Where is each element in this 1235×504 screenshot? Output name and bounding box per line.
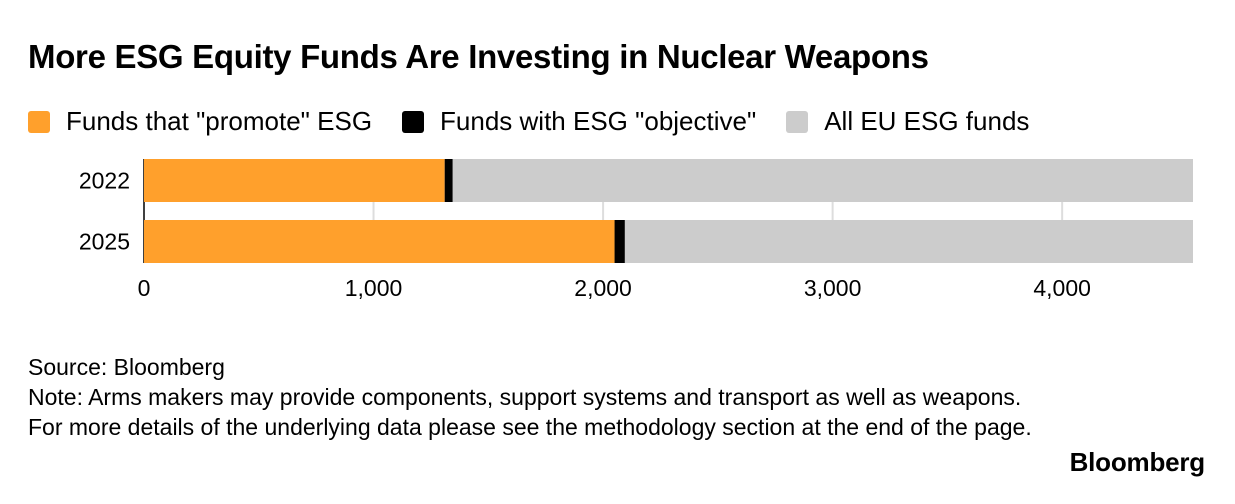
legend-swatch-all [786, 110, 809, 133]
x-tick-label-2000: 2,000 [574, 275, 632, 301]
category-label-2022: 2022 [79, 168, 130, 194]
legend-label-all: All EU ESG funds [824, 106, 1030, 136]
bar-layer [144, 159, 1193, 263]
legend: Funds that "promote" ESG Funds with ESG … [28, 106, 1059, 137]
x-tick-label-4000: 4,000 [1033, 275, 1091, 301]
x-tick-label-1000: 1,000 [345, 275, 403, 301]
legend-swatch-promote [28, 110, 50, 133]
footnote: Source: Bloomberg Note: Arms makers may … [28, 352, 1048, 442]
note-text: Note: Arms makers may provide components… [28, 384, 1032, 440]
chart-title: More ESG Equity Funds Are Investing in N… [28, 38, 929, 75]
bar-2022-series-2 [452, 159, 1193, 202]
bar-2025-series-1 [614, 220, 625, 263]
bar-2022-series-0 [144, 159, 445, 202]
bar-2022-series-1 [444, 159, 453, 202]
legend-item-promote: Funds that "promote" ESG [28, 106, 372, 137]
source-text: Source: Bloomberg [28, 354, 225, 380]
category-label-2025: 2025 [79, 229, 130, 255]
bloomberg-logo: Bloomberg [1069, 447, 1206, 477]
x-tick-label-0: 0 [138, 275, 151, 301]
bar-chart: 0 1,000 2,000 3,000 4,000 2022 2025 [79, 159, 1193, 302]
legend-label-objective: Funds with ESG "objective" [440, 106, 757, 136]
bar-2025-series-2 [624, 220, 1193, 263]
legend-item-all: All EU ESG funds [786, 106, 1029, 137]
x-tick-label-3000: 3,000 [804, 275, 862, 301]
legend-label-promote: Funds that "promote" ESG [66, 106, 373, 136]
label-layer: 0 1,000 2,000 3,000 4,000 2022 2025 [79, 168, 1091, 302]
legend-swatch-objective [402, 110, 425, 133]
bar-2025-series-0 [144, 220, 615, 263]
legend-item-objective: Funds with ESG "objective" [402, 106, 756, 137]
